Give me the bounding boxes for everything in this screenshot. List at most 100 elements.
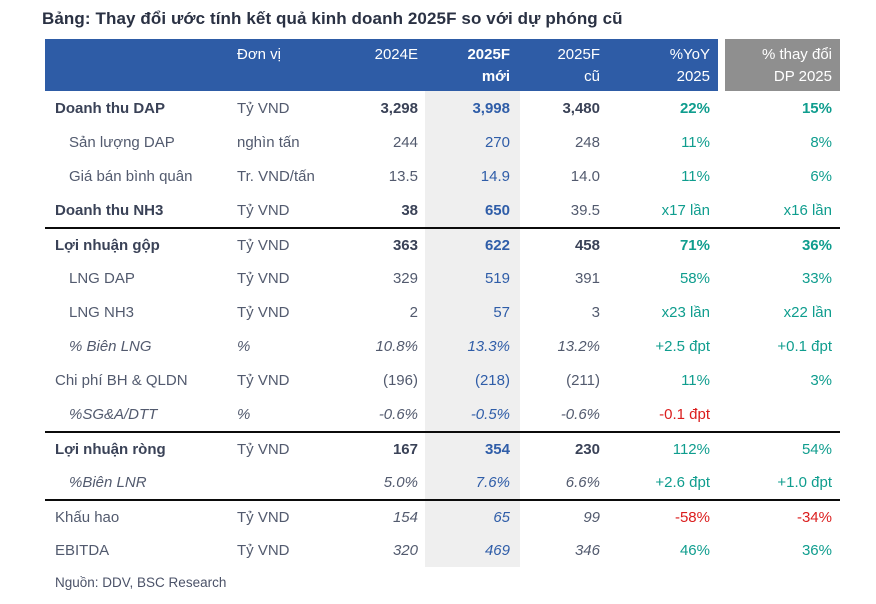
value-2025f-new: 469 (425, 533, 520, 567)
value-dp-change: 36% (801, 541, 832, 559)
value-dp-change: 8% (810, 133, 832, 151)
value-yoy: x17 lần (661, 201, 710, 219)
value-2024e: (196) (382, 371, 418, 389)
value-yoy: -58% (674, 508, 710, 526)
unit-cell: Tỷ VND (237, 236, 290, 254)
value-dp-change: 36% (801, 236, 832, 254)
value-yoy: 112% (672, 440, 710, 458)
row-label: LNG NH3 (69, 303, 135, 321)
unit-cell: Tỷ VND (237, 303, 290, 321)
value-2025f-new: 622 (425, 229, 520, 261)
value-2025f-old: 13.2% (557, 337, 600, 355)
value-yoy: 58% (679, 269, 710, 287)
value-2025f-old: 14.0 (570, 167, 600, 185)
value-2025f-new: 650 (425, 193, 520, 227)
value-2024e: 3,298 (380, 99, 418, 117)
table-row: %Biên LNR 5.0% 7.6% 6.6% +2.6 đpt +1.0 đ… (45, 465, 840, 499)
value-2025f-new: -0.5% (425, 397, 520, 431)
value-yoy: -0.1 đpt (659, 405, 710, 423)
value-dp-change: x16 lần (783, 201, 832, 219)
row-label: LNG DAP (69, 269, 135, 287)
value-2024e: 320 (392, 541, 418, 559)
row-label: %SG&A/DTT (69, 405, 158, 423)
unit-cell: Tỷ VND (237, 440, 290, 458)
value-yoy: 11% (681, 371, 710, 389)
row-label: Doanh thu DAP (55, 99, 165, 117)
row-label: %Biên LNR (69, 473, 147, 491)
table-row: Doanh thu NH3 Tỷ VND 38 650 39.5 x17 lần… (45, 193, 840, 227)
unit-cell: Tỷ VND (237, 99, 290, 117)
col-header-2025f-new: 2025F mới (425, 39, 520, 91)
row-label: Chi phí BH & QLDN (55, 371, 188, 389)
unit-cell: % (237, 337, 251, 355)
value-2025f-old: 458 (574, 236, 600, 254)
value-2025f-new: 14.9 (425, 159, 520, 193)
table-row: Lợi nhuận ròng Tỷ VND 167 354 230 112% 5… (45, 431, 840, 465)
value-2025f-old: 248 (574, 133, 600, 151)
value-2025f-old: 3 (591, 303, 600, 321)
value-dp-change: -34% (796, 508, 832, 526)
value-2025f-old: (211) (566, 371, 600, 389)
value-2024e: 363 (392, 236, 418, 254)
value-2025f-new: 7.6% (425, 465, 520, 499)
table-row: Doanh thu DAP Tỷ VND 3,298 3,998 3,480 2… (45, 91, 840, 125)
unit-cell: Tỷ VND (237, 371, 290, 389)
row-label: % Biên LNG (69, 337, 152, 355)
unit-cell: nghìn tấn (237, 133, 300, 151)
value-dp-change: 33% (801, 269, 832, 287)
table-row: Lợi nhuận gộp Tỷ VND 363 622 458 71% 36% (45, 227, 840, 261)
value-yoy: +2.6 đpt (655, 473, 710, 491)
table-row: Giá bán bình quân Tr. VND/tấn 13.5 14.9 … (45, 159, 840, 193)
row-label: EBITDA (55, 541, 110, 559)
table-row: EBITDA Tỷ VND 320 469 346 46% 36% (45, 533, 840, 567)
value-dp-change: 6% (810, 167, 832, 185)
forecast-table: Đơn vị 2024E 2025F mới 2025F cũ %YoY 2025 %… (45, 39, 840, 567)
value-2025f-new: 3,998 (425, 91, 520, 125)
value-yoy: x23 lần (661, 303, 710, 321)
value-2024e: 38 (401, 201, 418, 219)
value-dp-change: +1.0 đpt (777, 473, 832, 491)
table-row: Khấu hao Tỷ VND 154 65 99 -58% -34% (45, 499, 840, 533)
unit-cell: % (237, 405, 251, 423)
value-2024e: 5.0% (383, 473, 418, 491)
value-2024e: 244 (392, 133, 418, 151)
value-yoy: +2.5 đpt (655, 337, 710, 355)
value-2024e: 167 (392, 440, 418, 458)
value-2025f-old: 6.6% (565, 473, 600, 491)
unit-cell: Tỷ VND (237, 541, 290, 559)
table-row: Chi phí BH & QLDN Tỷ VND (196) (218) (21… (45, 363, 840, 397)
col-header-2024e: 2024E (330, 39, 425, 91)
col-header-unit: Đơn vị (230, 39, 330, 91)
value-dp-change: 54% (801, 440, 832, 458)
col-header-label (45, 39, 230, 91)
value-2025f-old: 346 (574, 541, 600, 559)
unit-cell: Tỷ VND (237, 201, 290, 219)
value-dp-change: x22 lần (783, 303, 832, 321)
row-label: Khấu hao (55, 508, 120, 526)
value-2024e: 10.8% (375, 337, 418, 355)
unit-cell: Tỷ VND (237, 508, 290, 526)
table-row: %SG&A/DTT % -0.6% -0.5% -0.6% -0.1 đpt (45, 397, 840, 431)
value-yoy: 11% (681, 167, 710, 185)
value-yoy: 71% (679, 236, 710, 254)
value-2025f-old: 39.5 (570, 201, 600, 219)
value-2024e: -0.6% (378, 405, 418, 423)
table-header-row: Đơn vị 2024E 2025F mới 2025F cũ %YoY 2025 %… (45, 39, 840, 91)
row-label: Lợi nhuận ròng (55, 440, 166, 458)
value-yoy: 22% (679, 99, 710, 117)
value-2024e: 2 (409, 303, 418, 321)
value-2025f-new: 270 (425, 125, 520, 159)
value-2025f-old: 230 (574, 440, 600, 458)
value-2025f-new: 519 (425, 261, 520, 295)
value-2025f-old: 99 (583, 508, 600, 526)
table-title: Bảng: Thay đổi ước tính kết quả kinh doa… (42, 9, 623, 28)
source-note: Nguồn: DDV, BSC Research (55, 575, 227, 590)
value-dp-change: 3% (810, 371, 832, 389)
value-2025f-new: 354 (425, 433, 520, 465)
row-label: Giá bán bình quân (69, 167, 193, 185)
col-header-yoy: %YoY 2025 (610, 39, 718, 91)
value-2025f-new: 57 (425, 295, 520, 329)
table-row: LNG NH3 Tỷ VND 2 57 3 x23 lần x22 lần (45, 295, 840, 329)
row-label: Lợi nhuận gộp (55, 236, 160, 254)
